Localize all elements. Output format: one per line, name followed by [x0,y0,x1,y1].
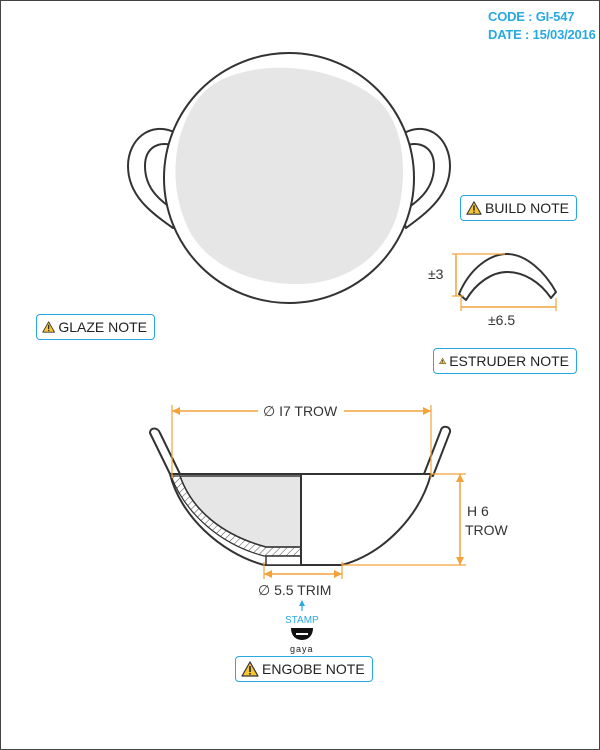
drawing-date: DATE : 15/03/2016 [488,27,596,42]
height-label-line2: TROW [465,522,509,538]
height-label-bg [462,500,512,540]
diameter-arrow-right [423,407,431,415]
profile-height-label: ±3 [428,266,444,282]
warning-icon [439,357,447,365]
stamp-brand: gaya [290,644,314,654]
stamp: STAMP gaya [285,600,319,654]
extruder-profile: ±3 ±6.5 [428,253,557,328]
profile-width-label: ±6.5 [488,312,515,328]
height-label-line1: H 6 [467,503,489,519]
glaze-area [175,67,404,285]
foot-arrow-right [334,570,342,578]
height-arrow-top [456,474,464,482]
profile-shape [458,253,557,301]
diameter-label: ∅ I7 TROW [263,403,338,419]
foot-label: ∅ 5.5 TRIM [258,582,331,598]
engobe-note-label: ENGOBE NOTE [262,661,365,677]
build-note[interactable]: BUILD NOTE [460,195,577,221]
warning-icon [241,661,259,677]
height-arrow-bottom [456,557,464,565]
section-right-handle [423,425,452,477]
left-handle [127,127,179,229]
section-view: ∅ I7 TROW H 6 TROW ∅ 5.5 TRIM [149,401,512,598]
stamp-arrow-icon [299,600,305,606]
warning-icon [466,201,482,215]
section-left-handle [149,427,181,477]
diameter-arrow-left [172,407,180,415]
estruder-note[interactable]: ESTRUDER NOTE [433,348,577,374]
top-view [127,52,451,304]
build-note-label: BUILD NOTE [484,200,569,216]
diameter-label-bg [258,401,344,421]
estruder-note-label: ESTRUDER NOTE [449,353,569,369]
title-block: CODE : GI-547 DATE : 15/03/2016 [488,8,596,44]
glaze-note-label: GLAZE NOTE [58,319,147,335]
stamp-bowl-rim [296,633,308,635]
product-code: CODE : GI-547 [488,9,575,24]
stamp-label: STAMP [285,615,319,626]
foot-arrow-left [264,570,272,578]
engobe-note[interactable]: ENGOBE NOTE [235,656,373,682]
warning-icon [42,321,56,333]
right-handle [400,127,451,229]
glaze-note[interactable]: GLAZE NOTE [36,314,155,340]
bowl-foot [265,555,302,566]
